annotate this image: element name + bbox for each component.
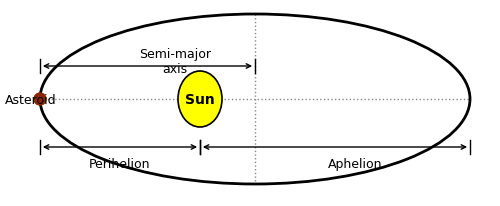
Ellipse shape bbox=[178, 72, 222, 127]
Circle shape bbox=[34, 94, 46, 105]
Text: Semi-major
axis: Semi-major axis bbox=[139, 48, 211, 76]
Text: Aphelion: Aphelion bbox=[328, 157, 382, 170]
Text: Asteroid: Asteroid bbox=[5, 93, 57, 106]
Text: Perihelion: Perihelion bbox=[89, 157, 151, 170]
Text: Sun: Sun bbox=[185, 92, 215, 107]
